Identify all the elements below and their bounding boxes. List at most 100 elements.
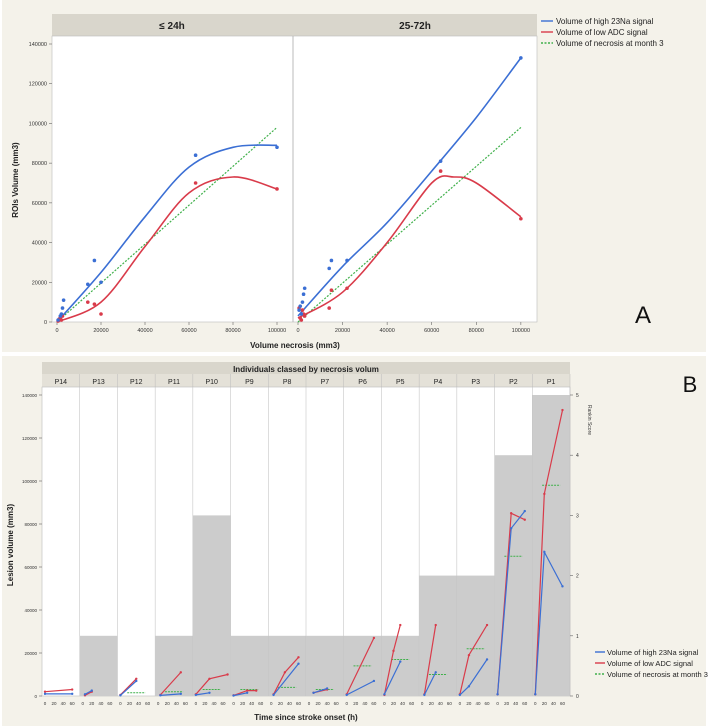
adc-point: [485, 623, 489, 627]
na-line: [119, 680, 137, 696]
patient-facet: P5 0 20 40 60: [381, 374, 420, 706]
y-tick-label: 40000: [24, 608, 37, 613]
na-point: [159, 694, 162, 697]
na-point: [60, 306, 65, 310]
na-point: [56, 318, 60, 322]
adc-point: [438, 169, 443, 173]
time-tick-label: 20: [127, 701, 133, 706]
na-point: [301, 292, 306, 297]
na-point: [179, 692, 182, 696]
panel-b-label: B: [683, 372, 698, 397]
rankin-bar: [192, 515, 231, 696]
y-tick-label: 140000: [22, 393, 38, 398]
adc-point: [297, 656, 300, 659]
patient-facet: P6 0 20 40 60: [343, 374, 382, 706]
adc-point: [509, 512, 513, 515]
na-line: [346, 680, 375, 696]
panel-b-title: Individuals classed by necrosis volum: [233, 365, 379, 374]
na-point: [119, 694, 122, 697]
y-tick-label: 20000: [32, 280, 47, 286]
y-tick-label: 100000: [29, 121, 47, 127]
rankin-bar: [306, 635, 344, 696]
adc-point: [300, 308, 305, 312]
time-tick-label: 20: [391, 701, 397, 706]
time-tick-label: 0: [44, 701, 47, 706]
time-tick-label: 60: [371, 701, 377, 706]
time-tick-label: 20: [202, 701, 208, 706]
y-tick-label: 140000: [29, 42, 47, 48]
y-tick-label: 120000: [22, 436, 38, 441]
time-tick-label: 20: [165, 701, 171, 706]
na-point: [496, 693, 499, 696]
facet-label: P10: [205, 379, 218, 386]
time-tick-label: 60: [107, 701, 113, 706]
facet-label: P1: [547, 379, 556, 386]
rankin-bar: [456, 575, 495, 696]
adc-point: [245, 689, 249, 692]
legend-label: Volume of high 23Na signal: [556, 17, 654, 26]
time-tick-label: 40: [475, 701, 481, 706]
adc-point: [208, 677, 211, 680]
time-tick-label: 0: [81, 701, 84, 706]
y-tick-label: 0: [34, 694, 37, 699]
na-point: [272, 693, 275, 697]
na-point: [523, 509, 526, 513]
facet-label: P14: [55, 379, 68, 386]
x-tick-label: 20000: [93, 328, 108, 334]
na-point: [83, 693, 87, 696]
time-tick-label: 20: [89, 701, 95, 706]
time-tick-label: 20: [429, 701, 435, 706]
y-tick-label: 20000: [24, 651, 37, 656]
na-point: [519, 56, 523, 60]
adc-point: [345, 286, 349, 291]
panel-a-strip: [52, 14, 537, 36]
x-tick-label: 40000: [137, 328, 152, 334]
adc-point: [43, 690, 47, 693]
time-tick-label: 0: [459, 701, 462, 706]
na-point: [298, 304, 303, 308]
patient-facet: P3 0 20 40 60: [456, 374, 495, 706]
legend-label: Volume of necrosis at month 3: [556, 39, 664, 48]
na-point: [434, 671, 437, 674]
na-point: [485, 658, 489, 661]
na-point: [99, 280, 103, 285]
patient-facet: P9 0 20 40 60: [230, 374, 269, 706]
adc-point: [302, 314, 307, 318]
na-point: [302, 286, 307, 291]
panel-a-xlabel: Volume necrosis (mm3): [250, 341, 340, 350]
x-tick-label: 100000: [268, 328, 286, 334]
y2-tick-label: 1: [576, 634, 579, 640]
na-point: [467, 685, 471, 688]
time-tick-label: 0: [534, 701, 537, 706]
adc-point: [92, 302, 97, 306]
time-tick-label: 60: [221, 701, 227, 706]
y2-tick-label: 5: [576, 393, 579, 399]
adc-point: [399, 623, 402, 627]
patient-facet: P1 0 20 40 60: [532, 374, 571, 706]
time-tick-label: 60: [522, 701, 528, 706]
facet-label: P12: [130, 379, 143, 386]
facet-label: P2: [509, 379, 518, 386]
na-point: [345, 258, 349, 263]
time-tick-label: 20: [316, 701, 322, 706]
na-fit-curve: [56, 144, 278, 323]
y-tick-label: 60000: [32, 201, 47, 207]
na-point: [561, 585, 564, 588]
na-point: [329, 258, 334, 263]
time-tick-label: 60: [296, 701, 302, 706]
panel-a-ylabel: ROIs Volume (mm3): [11, 142, 20, 218]
rankin-bar: [230, 635, 269, 696]
facet-label: P13: [92, 379, 105, 386]
na-point: [245, 691, 249, 694]
time-tick-label: 0: [308, 701, 311, 706]
na-point: [372, 679, 376, 683]
time-tick-label: 60: [258, 701, 264, 706]
adc-line: [44, 688, 73, 693]
na-line: [423, 672, 437, 696]
x-tick-label: 100000: [512, 328, 530, 334]
subplot-title-right: 25-72h: [399, 21, 431, 32]
y-tick-label: 60000: [24, 565, 37, 570]
na-point: [345, 693, 348, 697]
adc-point: [299, 318, 304, 322]
